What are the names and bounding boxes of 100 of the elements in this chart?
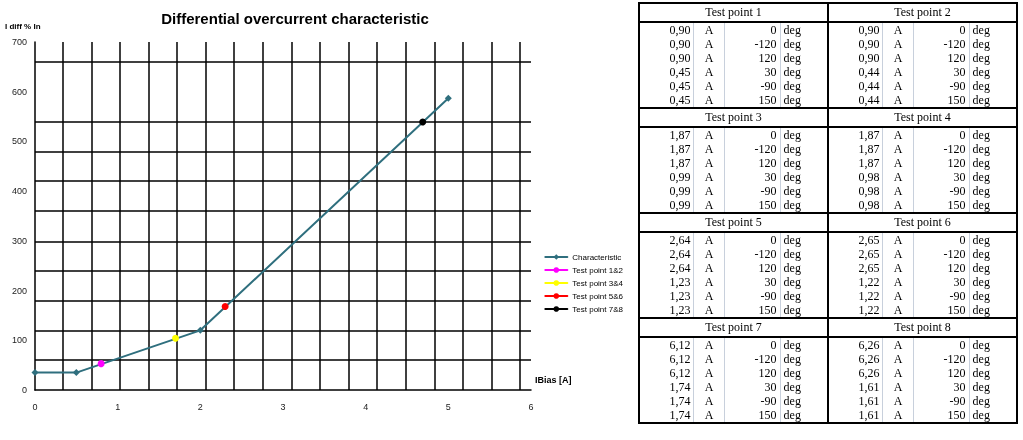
text: 150 [724,303,781,318]
text: A [882,51,914,65]
text: 1,87 [827,127,883,142]
x-tick-label: 6 [528,401,534,412]
x-tick-label: 1 [115,401,121,412]
text: 0,90 [827,51,883,65]
text: 30 [913,275,970,289]
text: A [882,366,914,380]
legend-label: Test point 1&2 [572,265,624,275]
text: deg [969,289,1017,303]
text: 1,74 [639,380,694,394]
text: 6,26 [827,337,883,352]
text: A [882,394,914,408]
text: 6,12 [639,337,694,352]
text: 30 [724,380,781,394]
text: 1,87 [827,156,883,170]
text: A [693,394,725,408]
text: deg [969,337,1017,352]
text: -90 [724,394,781,408]
text: deg [780,394,828,408]
point [444,94,452,102]
text: 30 [724,275,781,289]
text: 2,65 [827,247,883,261]
text: 30 [913,170,970,184]
text: deg [780,275,828,289]
text: 0,44 [827,79,883,93]
text: 0 [724,127,781,142]
text: deg [780,170,828,184]
text: deg [780,37,828,51]
y-axis-title: I diff % In [5,21,41,31]
text: -120 [724,37,781,51]
text: A [693,232,725,247]
text: 2,65 [827,261,883,275]
text: 150 [913,93,970,108]
text: 0,90 [827,22,883,37]
y-tick-label: 0 [21,385,27,395]
text: 0,45 [639,93,694,108]
text: A [693,156,725,170]
text: A [882,198,914,213]
text: A [693,408,725,423]
text: deg [969,198,1017,213]
text: 120 [913,156,970,170]
text: -120 [913,142,970,156]
legend-label: Test point 3&4 [572,278,624,288]
text: deg [969,275,1017,289]
text: deg [969,408,1017,423]
text: deg [969,232,1017,247]
text: 1,87 [827,142,883,156]
text: 30 [724,170,781,184]
text: Test point 5 [639,213,828,232]
text: A [693,170,725,184]
text: -120 [913,352,970,366]
text: 0,90 [827,37,883,51]
text: 2,64 [639,261,694,275]
text: deg [969,156,1017,170]
text: deg [780,79,828,93]
text: 1,61 [827,380,883,394]
x-tick-label: 2 [197,401,203,412]
text: 0,98 [827,184,883,198]
text: 1,74 [639,408,694,423]
point [31,369,39,377]
text: 1,22 [827,275,883,289]
text: 0,98 [827,198,883,213]
text: A [882,289,914,303]
text: 6,26 [827,366,883,380]
text: 1,22 [827,289,883,303]
text: A [882,79,914,93]
text: deg [780,289,828,303]
y-tick-label: 400 [11,186,27,197]
text: 1,87 [639,127,694,142]
text: -90 [724,79,781,93]
text: deg [969,142,1017,156]
text: 120 [913,51,970,65]
y-tick-label: 200 [11,285,27,296]
text: A [693,247,725,261]
text: -90 [913,394,970,408]
text: 120 [913,366,970,380]
legend-label: Test point 7&8 [572,304,624,314]
text: -90 [913,79,970,93]
text: A [693,65,725,79]
text: deg [780,93,828,108]
text: 1,74 [639,394,694,408]
text: 1,22 [827,303,883,318]
text: 120 [724,51,781,65]
text: A [882,93,914,108]
text: A [693,184,725,198]
text: -90 [913,289,970,303]
text: deg [969,37,1017,51]
text: A [693,366,725,380]
text: deg [780,142,828,156]
text: 6,12 [639,352,694,366]
text: 6,26 [827,352,883,366]
text: 0 [913,127,970,142]
text: A [882,127,914,142]
text: 1,23 [639,289,694,303]
text: deg [780,198,828,213]
text: deg [780,232,828,247]
text: -120 [913,37,970,51]
text: deg [969,303,1017,318]
x-tick-label: 3 [280,401,286,412]
